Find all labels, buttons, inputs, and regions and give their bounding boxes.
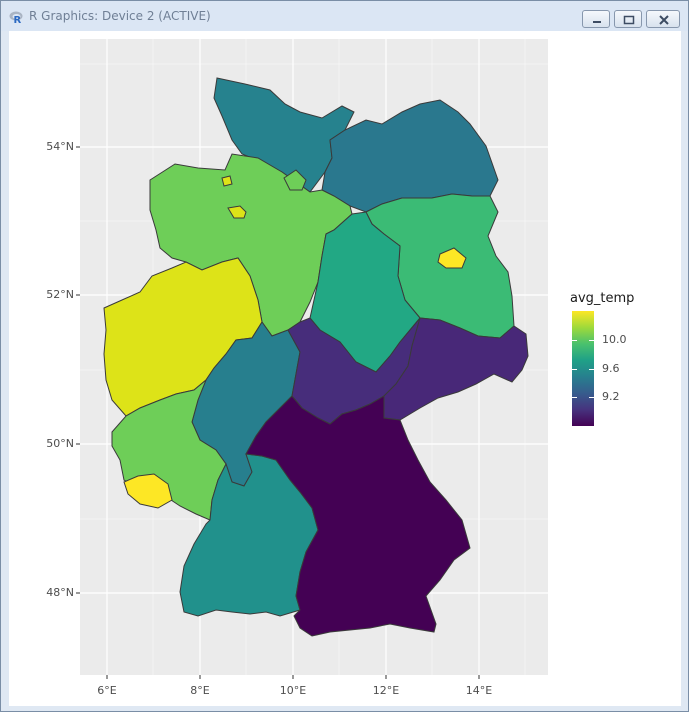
axis-ticks	[76, 146, 480, 679]
restore-button[interactable]	[614, 10, 642, 28]
legend-colorbar	[572, 311, 594, 426]
svg-text:R: R	[14, 15, 22, 24]
state-bremerhaven	[221, 175, 233, 187]
y-tick-label: 54°N	[46, 140, 74, 153]
legend-tick	[572, 369, 577, 370]
x-tick-label: 14°E	[465, 684, 493, 697]
restore-icon	[623, 15, 635, 25]
window-title: R Graphics: Device 2 (ACTIVE)	[29, 9, 211, 23]
legend-label: 9.2	[602, 390, 620, 403]
germany-states	[103, 77, 529, 637]
state-bremen	[227, 205, 247, 219]
legend-label: 9.6	[602, 362, 620, 375]
legend-tick	[589, 340, 594, 341]
state-mecklenburg-vorpommern	[321, 99, 499, 213]
y-tick-label: 50°N	[46, 437, 74, 450]
minimize-button[interactable]	[582, 10, 610, 28]
state-saxony	[383, 317, 529, 421]
y-tick-label: 52°N	[46, 288, 74, 301]
state-hamburg	[283, 169, 307, 191]
legend-tick	[572, 397, 577, 398]
title-bar[interactable]: R R Graphics: Device 2 (ACTIVE)	[1, 1, 688, 31]
legend-title: avg_temp	[570, 291, 635, 306]
r-logo-icon: R	[9, 11, 23, 24]
state-bavaria	[245, 395, 471, 637]
state-berlin	[437, 247, 467, 269]
close-button[interactable]	[646, 10, 680, 28]
legend-tick	[589, 397, 594, 398]
x-tick-label: 6°E	[97, 684, 117, 697]
x-tick-label: 8°E	[190, 684, 210, 697]
minimize-icon	[593, 21, 601, 23]
y-tick-label: 48°N	[46, 586, 74, 599]
state-saarland	[123, 473, 173, 509]
x-tick-label: 12°E	[372, 684, 400, 697]
legend-tick	[589, 369, 594, 370]
legend-label: 10.0	[602, 333, 627, 346]
legend-tick	[572, 340, 577, 341]
x-tick-label: 10°E	[279, 684, 307, 697]
close-icon	[659, 15, 669, 25]
